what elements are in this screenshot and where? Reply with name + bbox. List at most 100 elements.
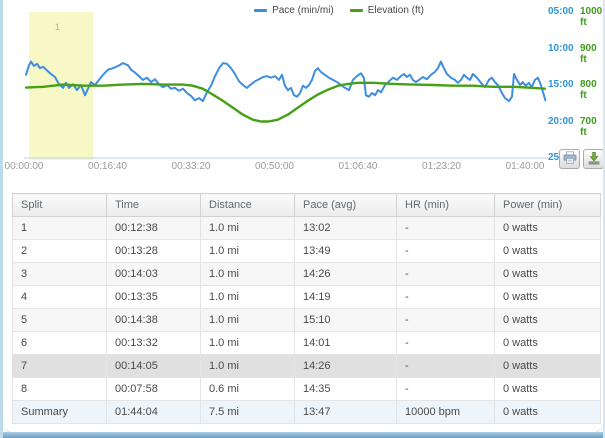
legend-item[interactable]: Pace (min/mi) bbox=[254, 5, 334, 16]
panel-content: 1 Pace (min/mi) Elevation (ft) 00:00:00 00… bbox=[3, 0, 603, 433]
elevation-tick-label: 1000 ft bbox=[580, 6, 603, 28]
table-cell: - bbox=[396, 262, 495, 286]
table-cell: 0 watts bbox=[494, 331, 601, 355]
pace-tick-label: 05:00 bbox=[548, 6, 574, 17]
split-row[interactable]: 2 00:13:28 1.0 mi 13:49-0 watts bbox=[12, 239, 601, 263]
table-cell: 0 watts bbox=[494, 285, 601, 309]
pace-tick-label: 15:00 bbox=[548, 79, 574, 90]
table-cell: 14:19 bbox=[294, 285, 397, 309]
chart-plot-area[interactable] bbox=[3, 0, 603, 178]
table-cell: 0 watts bbox=[494, 354, 601, 378]
table-cell: 0 watts bbox=[494, 400, 601, 424]
table-cell: 8 bbox=[12, 377, 107, 401]
legend-label: Elevation (ft) bbox=[367, 5, 424, 16]
table-cell: 1.0 mi bbox=[200, 354, 295, 378]
split-row[interactable]: 4 00:13:35 1.0 mi 14:19-0 watts bbox=[12, 285, 601, 309]
elevation-tick-label: 700 ft bbox=[580, 115, 597, 138]
print-button[interactable] bbox=[559, 149, 580, 169]
table-cell: - bbox=[396, 239, 495, 263]
table-cell: 1.0 mi bbox=[200, 262, 295, 286]
table-cell: 0.6 mi bbox=[200, 377, 295, 401]
panel-bottom-edge bbox=[3, 432, 603, 438]
table-cell: 01:44:04 bbox=[106, 400, 201, 424]
table-cell: 13:02 bbox=[294, 216, 397, 240]
column-header[interactable]: Power (min) bbox=[494, 193, 601, 217]
x-tick-label: 01:23:20 bbox=[422, 161, 461, 172]
split-row[interactable]: 3 00:14:03 1.0 mi 14:26-0 watts bbox=[12, 262, 601, 286]
table-cell: 1 bbox=[12, 216, 107, 240]
x-tick-label: 00:00:00 bbox=[4, 161, 44, 172]
table-cell: 6 bbox=[12, 331, 107, 355]
table-cell: 10000 bpm bbox=[396, 400, 495, 424]
split-row[interactable]: 8 00:07:58 0.6 mi 14:35-0 watts bbox=[12, 377, 601, 401]
table-cell: 0 watts bbox=[494, 262, 601, 286]
pace-tick-label: 20:00 bbox=[548, 115, 574, 127]
split-row[interactable]: 7 00:14:05 1.0 mi 14:26-0 watts bbox=[12, 354, 601, 378]
column-header[interactable]: Time bbox=[106, 193, 201, 217]
legend-item[interactable]: Elevation (ft) bbox=[349, 5, 424, 16]
table-cell: 4 bbox=[12, 285, 107, 309]
column-header[interactable]: Distance bbox=[200, 193, 295, 217]
table-cell: Summary bbox=[12, 400, 107, 424]
table-cell: 00:13:35 bbox=[106, 285, 201, 309]
legend-label: Pace (min/mi) bbox=[272, 5, 334, 16]
x-tick-label: 01:40:00 bbox=[505, 161, 545, 172]
legend-swatch bbox=[349, 9, 363, 12]
download-icon bbox=[587, 151, 601, 168]
x-tick-label: 00:16:40 bbox=[88, 161, 127, 172]
table-cell: 1.0 mi bbox=[200, 216, 295, 240]
table-cell: 15:10 bbox=[294, 308, 397, 332]
table-cell: 00:07:58 bbox=[106, 377, 201, 401]
x-tick-label: 00:33:20 bbox=[171, 161, 211, 172]
column-header[interactable]: Pace (avg) bbox=[294, 193, 397, 217]
elevation-tick-label: 900 ft bbox=[580, 42, 597, 65]
table-cell: 14:26 bbox=[294, 262, 397, 286]
table-cell: 3 bbox=[12, 262, 107, 286]
table-cell: 14:26 bbox=[294, 354, 397, 378]
print-icon bbox=[563, 150, 577, 168]
table-cell: 00:12:38 bbox=[106, 216, 201, 240]
download-button[interactable] bbox=[583, 149, 603, 169]
table-cell: - bbox=[396, 331, 495, 355]
column-header[interactable]: Split bbox=[12, 193, 107, 217]
split-row[interactable]: 5 00:14:38 1.0 mi 15:10-0 watts bbox=[12, 308, 601, 332]
table-cell: 1.0 mi bbox=[200, 285, 295, 309]
table-cell: 14:35 bbox=[294, 377, 397, 401]
table-cell: 0 watts bbox=[494, 308, 601, 332]
table-cell: 1.0 mi bbox=[200, 239, 295, 263]
splits-table: Split Time Distance Pace (avg) HR (min) Power… bbox=[12, 193, 601, 424]
split-row[interactable]: 1 00:12:38 1.0 mi 13:02-0 watts bbox=[12, 216, 601, 240]
table-cell: 2 bbox=[12, 239, 107, 263]
table-cell: 0 watts bbox=[494, 377, 601, 401]
table-cell: 5 bbox=[12, 308, 107, 332]
table-cell: 00:13:32 bbox=[106, 331, 201, 355]
table-cell: 0 watts bbox=[494, 216, 601, 240]
table-cell: 1.0 mi bbox=[200, 331, 295, 355]
chart-legend: Pace (min/mi) Elevation (ft) bbox=[39, 5, 603, 16]
pace-line bbox=[25, 60, 547, 103]
summary-row[interactable]: Summary 01:44:04 7.5 mi 13:47 10000 bpm 0 wat… bbox=[12, 400, 601, 424]
table-cell: - bbox=[396, 377, 495, 401]
selection-split-label: 1 bbox=[55, 22, 61, 32]
table-cell: 00:13:28 bbox=[106, 239, 201, 263]
table-cell: - bbox=[396, 308, 495, 332]
elevation-tick-label: 800 ft bbox=[580, 79, 597, 101]
table-cell: - bbox=[396, 354, 495, 378]
pace-elevation-chart[interactable]: 1 Pace (min/mi) Elevation (ft) 00:00:00 00… bbox=[3, 0, 603, 180]
column-header[interactable]: HR (min) bbox=[396, 193, 495, 217]
table-cell: - bbox=[396, 216, 495, 240]
pace-tick-label: 10:00 bbox=[548, 42, 574, 54]
table-cell: 13:49 bbox=[294, 239, 397, 263]
table-cell: 7.5 mi bbox=[200, 400, 295, 424]
split-row[interactable]: 6 00:13:32 1.0 mi 14:01-0 watts bbox=[12, 331, 601, 355]
x-tick-label: 00:50:00 bbox=[255, 161, 294, 172]
elevation-line bbox=[24, 81, 547, 123]
table-cell: 7 bbox=[12, 354, 107, 378]
table-header-row: Split Time Distance Pace (avg) HR (min) Power… bbox=[12, 193, 601, 217]
table-cell: 00:14:38 bbox=[106, 308, 201, 332]
legend-swatch bbox=[254, 9, 268, 12]
table-cell: 00:14:05 bbox=[106, 354, 201, 378]
table-cell: - bbox=[396, 285, 495, 309]
table-cell: 1.0 mi bbox=[200, 308, 295, 332]
